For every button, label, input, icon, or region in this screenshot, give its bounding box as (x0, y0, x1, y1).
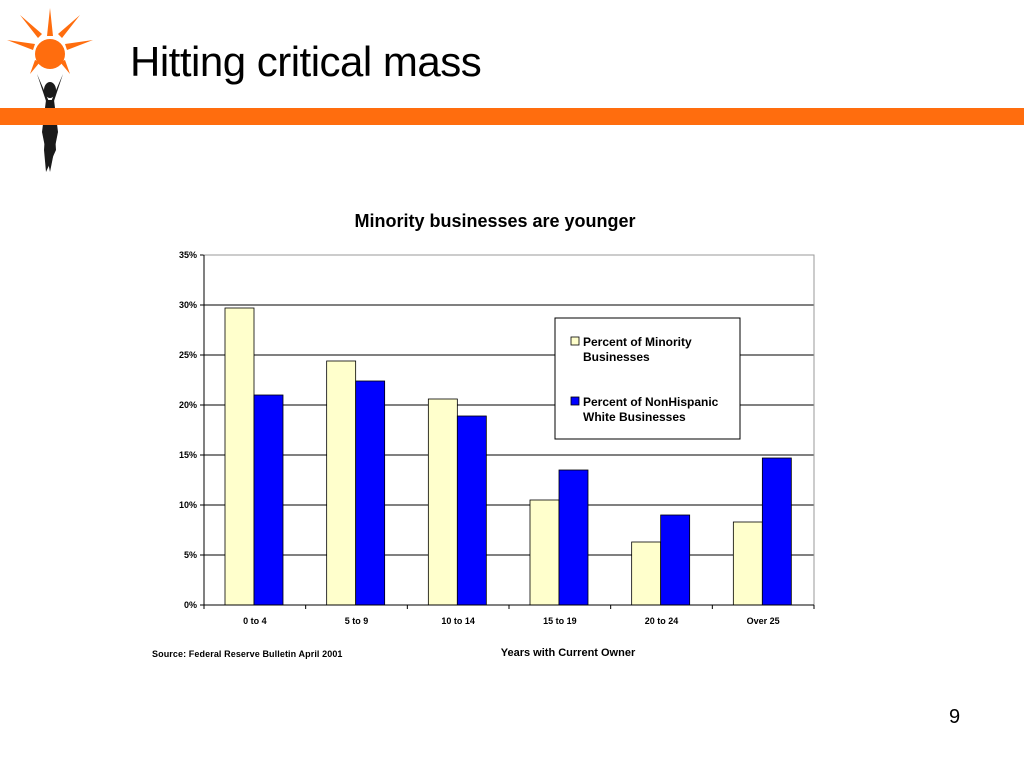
x-tick-label: 10 to 14 (441, 616, 475, 626)
x-axis-title: Years with Current Owner (501, 647, 636, 659)
x-axis-tick-labels: 0 to 4 5 to 9 10 to 14 15 to 19 20 to 24 Over… (243, 616, 780, 626)
bar-nonhispanic (761, 457, 792, 606)
bar-nonhispanic (253, 394, 284, 606)
slide-title: Hitting critical mass (130, 38, 482, 85)
bar-nonhispanic (355, 380, 386, 606)
legend-label-minority: Percent of Minority Businesses (583, 335, 695, 364)
bar-minority (631, 541, 662, 606)
x-tick-label: 0 to 4 (243, 616, 267, 626)
source-note: Source: Federal Reserve Bulletin April 2… (152, 649, 343, 659)
bar-minority (427, 398, 458, 606)
bar-nonhispanic (456, 415, 487, 606)
y-axis-tick-labels: 0% 5% 10% 15% 20% 25% 30% 35% (179, 250, 197, 610)
y-tick-label: 5% (184, 550, 197, 560)
legend: Percent of Minority Businesses Percent o… (554, 317, 741, 440)
bar-minority (224, 307, 255, 606)
x-tick-label: 5 to 9 (345, 616, 369, 626)
chart-title: Minority businesses are younger (354, 211, 635, 231)
y-tick-label: 25% (179, 350, 197, 360)
y-tick-label: 0% (184, 600, 197, 610)
y-tick-label: 10% (179, 500, 197, 510)
bars (224, 307, 792, 606)
legend-box (554, 317, 741, 440)
sun-icon (35, 39, 65, 69)
legend-swatch-nonhispanic (570, 396, 580, 406)
sun-rays-icon (7, 8, 93, 74)
bar-nonhispanic (660, 514, 691, 606)
page-number: 9 (949, 706, 961, 728)
bar-minority (326, 360, 357, 606)
x-axis-ticks (203, 605, 815, 609)
header-accent-bar (0, 108, 1024, 125)
legend-swatch-minority (570, 336, 580, 346)
x-tick-label: 20 to 24 (645, 616, 679, 626)
bar-minority (732, 521, 763, 606)
x-tick-label: Over 25 (747, 616, 780, 626)
bar-minority (529, 499, 560, 606)
legend-label-nonhispanic: Percent of NonHispanic White Businesses (583, 395, 722, 424)
y-tick-label: 15% (179, 450, 197, 460)
bar-nonhispanic (558, 469, 589, 606)
x-tick-label: 15 to 19 (543, 616, 577, 626)
gridlines (200, 254, 814, 606)
y-tick-label: 35% (179, 250, 197, 260)
y-tick-label: 30% (179, 300, 197, 310)
y-tick-label: 20% (179, 400, 197, 410)
